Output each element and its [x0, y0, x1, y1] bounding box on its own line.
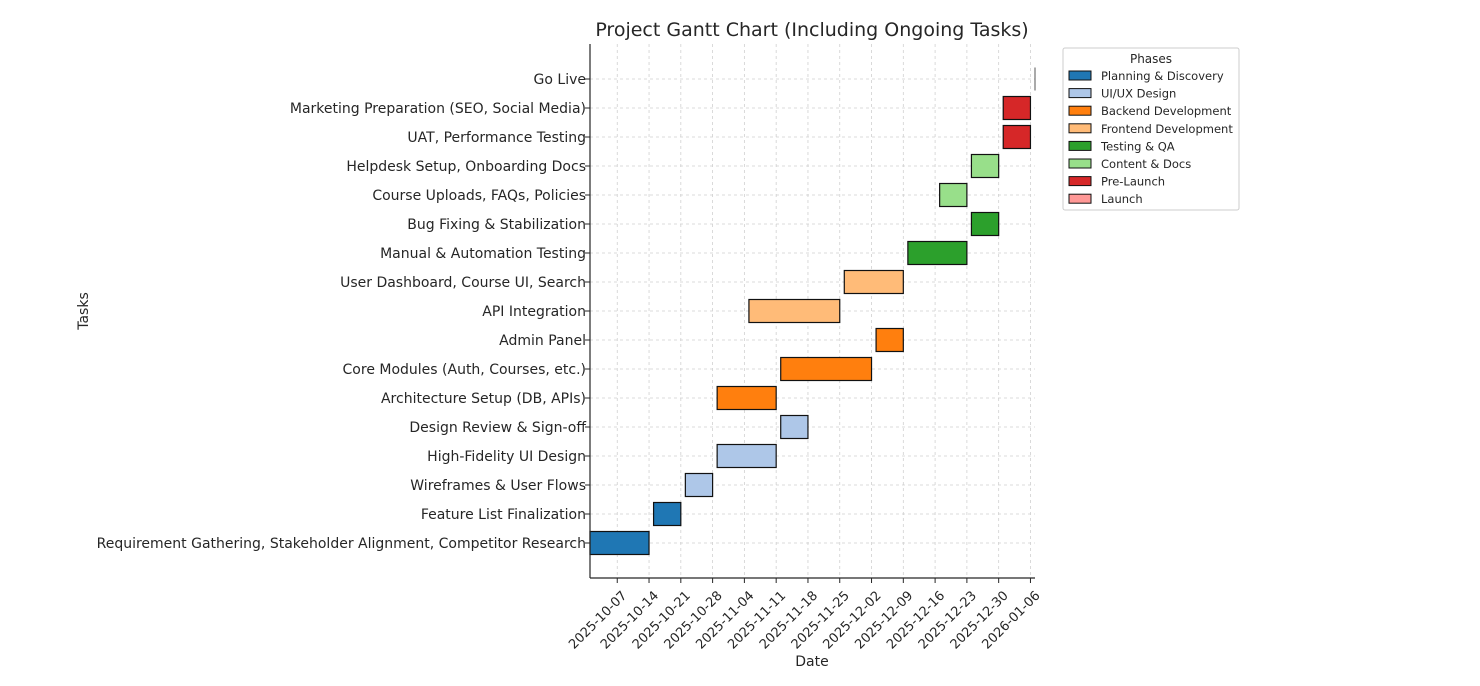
task-bar: [907, 240, 968, 266]
chart-title: Project Gantt Chart (Including Ongoing T…: [595, 19, 1028, 41]
legend-label: UI/UX Design: [1101, 87, 1176, 101]
legend-label: Planning & Discovery: [1101, 69, 1224, 83]
task-label: Course Uploads, FAQs, Policies: [372, 188, 586, 204]
legend-label: Backend Development: [1101, 104, 1232, 118]
legend-swatch: [1068, 70, 1092, 81]
legend-label: Pre-Launch: [1101, 175, 1165, 189]
task-label: Wireframes & User Flows: [410, 478, 586, 494]
task-label: UAT, Performance Testing: [407, 130, 586, 146]
legend-swatch: [1068, 158, 1092, 169]
ticks: 2025-10-072025-10-142025-10-212025-10-28…: [97, 72, 1044, 652]
task-bar: [748, 298, 841, 324]
task-bar: [1002, 95, 1032, 121]
legend-label: Testing & QA: [1100, 139, 1175, 153]
y-axis-label: Tasks: [76, 292, 92, 331]
task-bar: [652, 501, 682, 527]
legend-swatch: [1068, 193, 1092, 204]
legend-swatch: [1068, 140, 1092, 151]
task-label: Admin Panel: [499, 333, 586, 349]
task-bar: [875, 327, 904, 353]
task-bar: [939, 182, 968, 208]
task-label: Helpdesk Setup, Onboarding Docs: [346, 159, 586, 175]
task-bar: [684, 472, 714, 498]
legend-label: Content & Docs: [1101, 157, 1191, 171]
task-bar: [1002, 124, 1032, 150]
task-bar: [716, 443, 777, 469]
task-bar: [780, 356, 873, 382]
task-label: High-Fidelity UI Design: [427, 449, 586, 465]
x-axis-label: Date: [795, 654, 828, 670]
bars: [589, 67, 1036, 556]
task-bar: [780, 414, 809, 440]
task-label: Design Review & Sign-off: [409, 420, 586, 436]
task-label: Requirement Gathering, Stakeholder Align…: [97, 536, 586, 552]
task-bar: [970, 153, 1000, 179]
legend-label: Frontend Development: [1101, 122, 1233, 136]
task-label: User Dashboard, Course UI, Search: [340, 275, 586, 291]
legend-swatch: [1068, 105, 1092, 116]
legend: Phases Planning & Discovery UI/UX Design B…: [1062, 47, 1240, 211]
legend-frame: [1062, 47, 1240, 211]
task-label: Go Live: [534, 72, 586, 88]
legend-label: Launch: [1101, 192, 1143, 206]
task-bar: [589, 530, 650, 556]
task-bar: [970, 211, 1000, 237]
task-label: Bug Fixing & Stabilization: [407, 217, 586, 233]
task-label: Architecture Setup (DB, APIs): [381, 391, 586, 407]
task-label: Feature List Finalization: [421, 507, 586, 523]
task-label: Marketing Preparation (SEO, Social Media…: [290, 101, 586, 117]
task-bar: [716, 385, 777, 411]
task-bar: [843, 269, 904, 295]
legend-swatch: [1068, 88, 1092, 99]
legend-title: Phases: [1130, 52, 1172, 66]
task-label: API Integration: [482, 304, 586, 320]
legend-swatch: [1068, 123, 1092, 134]
legend-swatch: [1068, 176, 1092, 187]
task-label: Core Modules (Auth, Courses, etc.): [343, 362, 586, 378]
task-label: Manual & Automation Testing: [380, 246, 586, 262]
legend-items: Planning & Discovery UI/UX Design Backend …: [1068, 69, 1233, 206]
